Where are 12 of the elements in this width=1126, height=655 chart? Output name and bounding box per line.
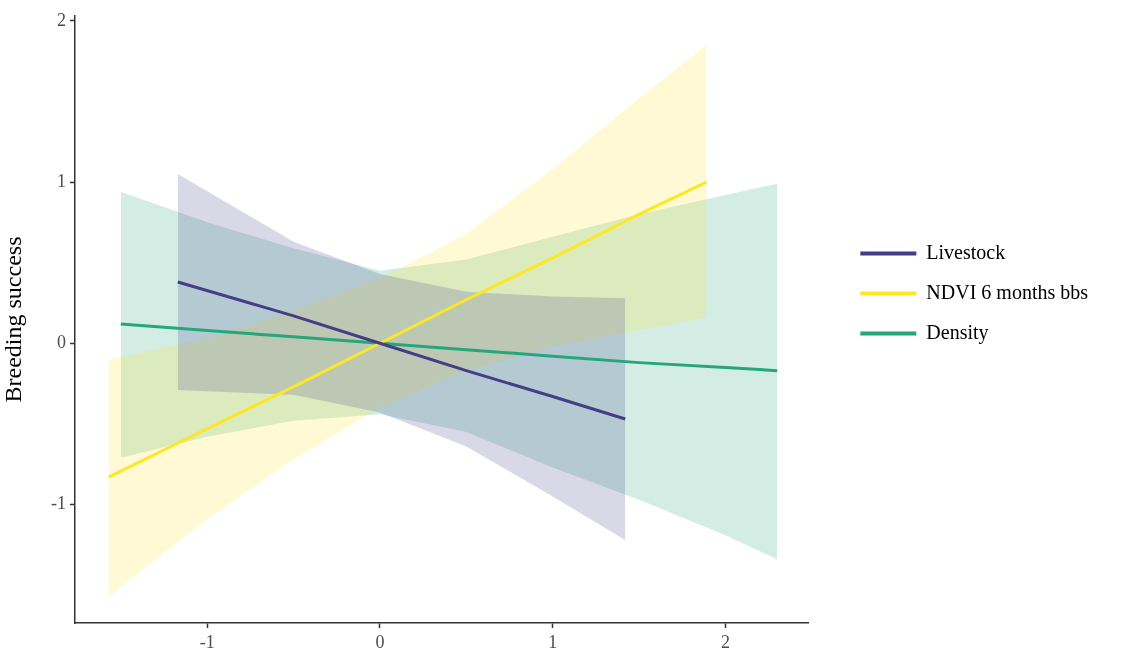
- legend-label: Density: [926, 320, 989, 344]
- y-tick-label: 1: [57, 170, 66, 191]
- y-tick-label: -1: [51, 493, 66, 514]
- legend-label: NDVI 6 months bbs: [926, 280, 1089, 303]
- x-tick-label: 2: [720, 631, 730, 652]
- x-tick-label: 1: [548, 631, 558, 652]
- y-tick-label: 0: [57, 332, 66, 353]
- x-tick-label: 0: [375, 631, 385, 652]
- x-tick-label: -1: [199, 631, 215, 652]
- y-axis-title: Breeding success: [0, 236, 26, 403]
- y-tick-label: 2: [57, 9, 66, 30]
- legend-label: Livestock: [926, 240, 1006, 263]
